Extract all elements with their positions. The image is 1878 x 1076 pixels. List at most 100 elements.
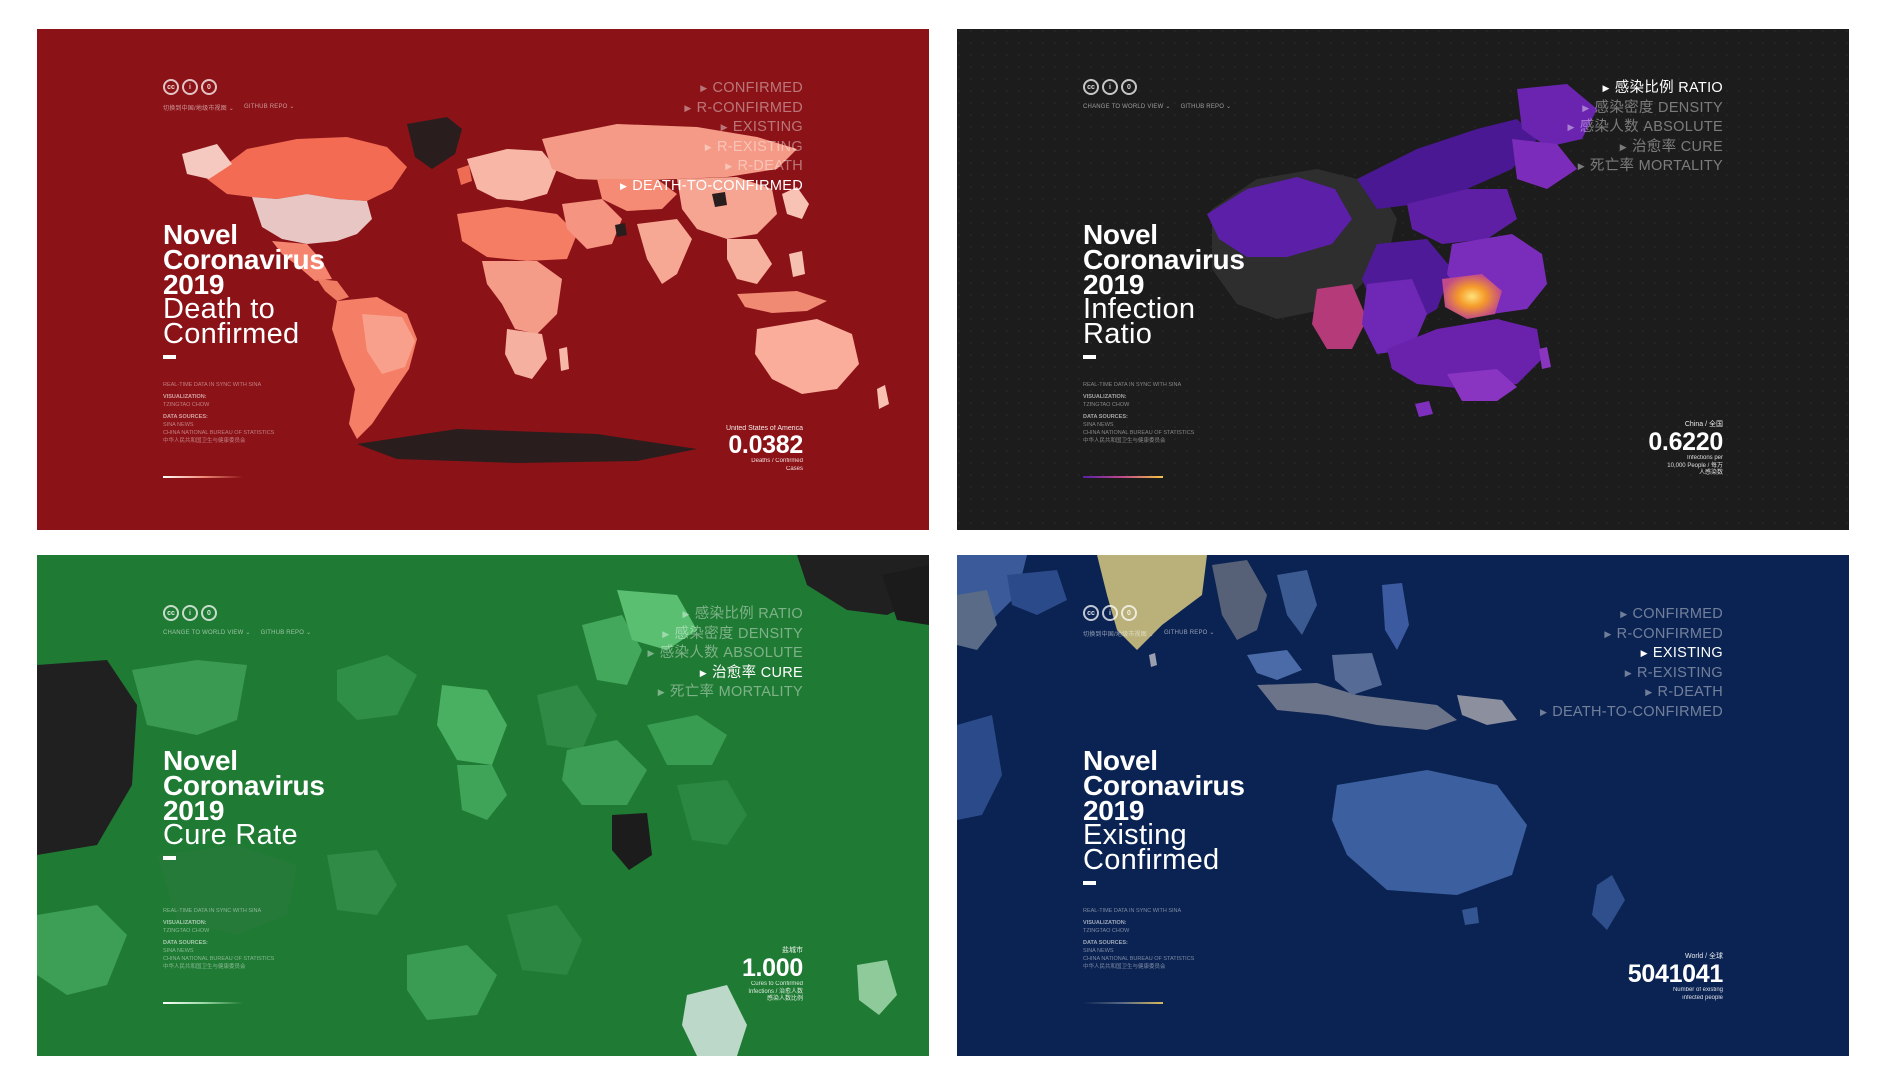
play-arrow-icon: ▶ xyxy=(1620,609,1628,619)
panel-overlay: cc i 0 切换到中国/地级市视图 ⌄ GITHUB REPO ⌄ ▶ CONF… xyxy=(957,555,1849,1056)
menu-item-existing[interactable]: ▶ EXISTING xyxy=(720,119,803,135)
region-antarctica xyxy=(357,429,697,463)
gradient-legend-bar xyxy=(1083,476,1163,478)
play-arrow-icon: ▶ xyxy=(1539,706,1548,717)
region-malaysia xyxy=(1247,650,1302,680)
credits-block: REAL-TIME DATA IN SYNC WITH SINA VISUALI… xyxy=(163,908,275,970)
panel-overlay: cc i 0 CHANGE TO WORLD VIEW ⌄ GITHUB REP… xyxy=(37,555,929,1056)
menu-item-confirmed[interactable]: ▶ CONFIRMED xyxy=(700,80,803,96)
region-china-dark-spot xyxy=(712,192,727,207)
region-shaanxi-b xyxy=(457,765,507,820)
asia-pacific-choropleth-map[interactable] xyxy=(957,555,1849,1056)
change-view-link[interactable]: 切换到中国/地级市视图 ⌄ xyxy=(163,106,234,112)
region-india-tan xyxy=(1097,555,1207,650)
menu-item-cure[interactable]: ▶ 治愈率 CURE xyxy=(1619,138,1723,155)
region-northeast xyxy=(1512,139,1577,189)
cc-license-logo[interactable]: cc i 0 xyxy=(163,79,217,95)
page-title: Novel Coronavirus 2019 Cure Rate xyxy=(163,747,325,860)
gradient-legend-bar xyxy=(163,476,243,478)
region-shandong xyxy=(647,715,727,765)
region-sichuan xyxy=(1362,279,1427,354)
region-srilanka xyxy=(1149,653,1157,667)
stat-readout: United States of America 0.0382 Deaths /… xyxy=(725,425,803,472)
change-view-link[interactable]: 切换到中国/地级市视图 ⌄ xyxy=(1083,632,1154,638)
region-africa-south xyxy=(505,329,547,379)
region-korea-japan xyxy=(782,187,809,219)
change-view-link[interactable]: CHANGE TO WORLD VIEW ⌄ xyxy=(1083,104,1171,110)
region-africa-north xyxy=(457,207,577,261)
region-guangdong xyxy=(1447,369,1517,401)
menu-item-r-existing[interactable]: ▶ R-EXISTING xyxy=(1624,664,1723,681)
cc-license-logo[interactable]: cc i 0 xyxy=(1083,605,1137,621)
region-central-america xyxy=(317,279,349,301)
github-repo-link[interactable]: GITHUB REPO ⌄ xyxy=(243,104,295,110)
menu-item-ratio[interactable]: ▶ 感染比例 RATIO xyxy=(682,606,803,622)
region-central-asia xyxy=(597,179,677,211)
menu-item-absolute[interactable]: ▶ 感染人数 ABSOLUTE xyxy=(647,645,803,661)
region-horn-africa xyxy=(957,590,997,650)
play-arrow-icon: ▶ xyxy=(1640,648,1648,658)
attribution-icon: i xyxy=(1102,605,1118,621)
menu-item-cure[interactable]: ▶ 治愈率 CURE xyxy=(699,664,803,681)
menu-item-death-to-confirmed[interactable]: ▶ DEATH-TO-CONFIRMED xyxy=(619,177,803,194)
region-myanmar-thai xyxy=(1212,560,1267,640)
china-choropleth-map[interactable] xyxy=(957,29,1849,530)
menu-item-r-death[interactable]: ▶ R-DEATH xyxy=(725,158,803,174)
region-middle-east xyxy=(562,199,622,249)
region-mexico xyxy=(272,241,332,281)
region-taiwan xyxy=(1539,347,1551,369)
panel-overlay: cc i 0 CHANGE TO WORLD VIEW ⌄ GITHUB REP… xyxy=(957,29,1849,530)
play-arrow-icon: ▶ xyxy=(1624,667,1633,678)
region-vietnam xyxy=(1277,570,1317,635)
metric-menu: ▶ CONFIRMED ▶ R-CONFIRMED ▶ EXISTING ▶ R-EXI… xyxy=(1540,605,1723,722)
region-brazil xyxy=(362,314,415,374)
play-arrow-icon: ▶ xyxy=(662,628,670,639)
region-henan xyxy=(562,740,647,805)
menu-item-r-confirmed[interactable]: ▶ R-CONFIRMED xyxy=(1604,625,1723,642)
cc-license-logo[interactable]: cc i 0 xyxy=(163,605,217,621)
menu-item-existing[interactable]: ▶ EXISTING xyxy=(1640,645,1723,661)
play-arrow-icon: ▶ xyxy=(647,648,655,658)
menu-item-r-confirmed[interactable]: ▶ R-CONFIRMED xyxy=(684,99,803,116)
menu-item-ratio[interactable]: ▶ 感染比例 RATIO xyxy=(1602,80,1723,96)
play-arrow-icon: ▶ xyxy=(720,122,728,132)
cc-icon: cc xyxy=(163,605,179,621)
top-nav: 切换到中国/地级市视图 ⌄ GITHUB REPO ⌄ xyxy=(1083,629,1215,638)
page-title: Novel Coronavirus 2019 Infection Ratio xyxy=(1083,221,1245,359)
zero-icon: 0 xyxy=(201,605,217,621)
menu-item-mortality[interactable]: ▶ 死亡率 MORTALITY xyxy=(657,684,803,700)
play-arrow-icon: ▶ xyxy=(1567,122,1575,132)
gradient-legend-bar xyxy=(1083,1002,1163,1004)
play-arrow-icon: ▶ xyxy=(1602,83,1610,93)
page-title: Novel Coronavirus 2019 Existing Confirme… xyxy=(1083,747,1245,885)
zero-icon: 0 xyxy=(1121,79,1137,95)
menu-item-density[interactable]: ▶ 感染密度 DENSITY xyxy=(1582,99,1723,116)
github-repo-link[interactable]: GITHUB REPO ⌄ xyxy=(260,630,312,636)
menu-item-confirmed[interactable]: ▶ CONFIRMED xyxy=(1620,606,1723,622)
menu-item-r-death[interactable]: ▶ R-DEATH xyxy=(1645,684,1723,700)
region-zhejiang-light xyxy=(682,985,747,1056)
menu-item-death-to-confirmed[interactable]: ▶ DEATH-TO-CONFIRMED xyxy=(1539,703,1723,720)
cc-icon: cc xyxy=(163,79,179,95)
stat-region: China / 全国 xyxy=(1684,421,1723,428)
region-africa-central xyxy=(482,261,562,334)
region-tibet-east-pink xyxy=(1312,284,1367,349)
region-madagascar xyxy=(559,347,569,371)
region-hainan xyxy=(1415,401,1433,417)
region-chongqing xyxy=(327,850,397,915)
menu-item-mortality[interactable]: ▶ 死亡率 MORTALITY xyxy=(1577,158,1723,174)
region-jiangsu xyxy=(677,780,747,845)
menu-item-absolute[interactable]: ▶ 感染人数 ABSOLUTE xyxy=(1567,119,1723,135)
region-shaanxi-a xyxy=(437,685,507,765)
stat-readout: China / 全国 0.6220 Infections per 10,000 … xyxy=(1648,421,1723,476)
menu-item-r-existing[interactable]: ▶ R-EXISTING xyxy=(704,138,803,155)
region-russia xyxy=(542,124,797,181)
china-city-choropleth-map[interactable] xyxy=(37,555,929,1056)
github-repo-link[interactable]: GITHUB REPO ⌄ xyxy=(1163,630,1215,636)
github-repo-link[interactable]: GITHUB REPO ⌄ xyxy=(1180,104,1232,110)
play-arrow-icon: ▶ xyxy=(1604,628,1612,639)
world-choropleth-map[interactable] xyxy=(37,29,929,530)
menu-item-density[interactable]: ▶ 感染密度 DENSITY xyxy=(662,625,803,642)
change-view-link[interactable]: CHANGE TO WORLD VIEW ⌄ xyxy=(163,630,251,636)
cc-license-logo[interactable]: cc i 0 xyxy=(1083,79,1137,95)
